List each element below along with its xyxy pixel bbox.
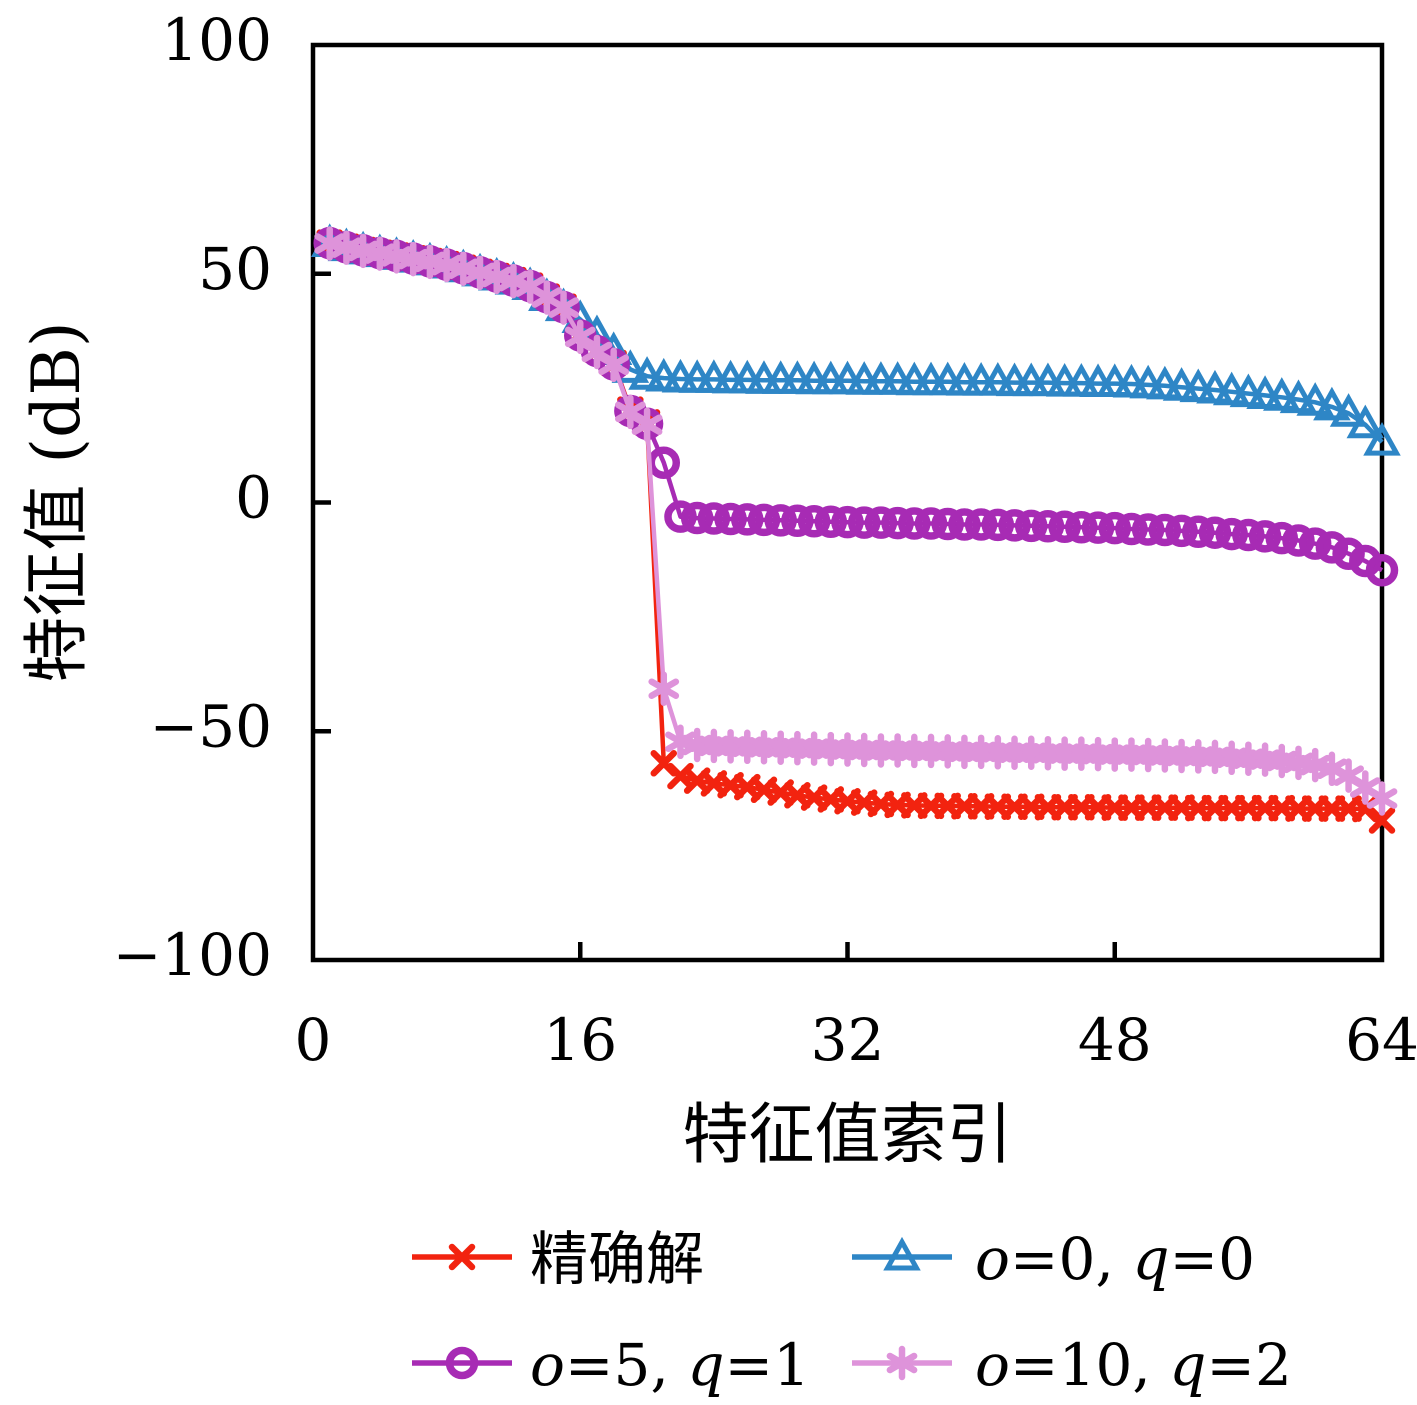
asterisk-marker <box>548 290 579 325</box>
y-tick-label: 0 <box>235 464 272 532</box>
triangle-marker <box>1346 404 1385 439</box>
triangle-marker <box>1296 382 1334 416</box>
asterisk-marker <box>498 263 529 299</box>
legend-label: o=5, q=1 <box>530 1331 810 1399</box>
triangle-marker <box>628 356 666 390</box>
circle-marker <box>1115 512 1148 546</box>
circle-marker <box>1365 553 1399 587</box>
circle-marker <box>1131 513 1165 546</box>
triangle-marker <box>1229 373 1268 408</box>
triangle-marker <box>1263 377 1301 411</box>
circle-marker <box>1098 511 1131 545</box>
circle-marker <box>1081 511 1115 544</box>
asterisk-marker <box>481 259 513 295</box>
y-axis-title: 特征值 (dB) <box>18 321 95 682</box>
asterisk-marker <box>631 407 663 442</box>
legend-entry-3: o=10, q=2 <box>852 1331 1292 1399</box>
x-tick-label: 64 <box>1345 1006 1417 1074</box>
circle-marker <box>781 504 814 538</box>
asterisk-marker <box>464 255 496 291</box>
circle-marker <box>814 505 848 538</box>
triangle-marker <box>1196 369 1234 404</box>
triangle-marker <box>1146 365 1184 400</box>
circle-marker <box>1048 510 1081 543</box>
circle-marker <box>664 500 697 533</box>
circle-marker <box>445 1346 479 1380</box>
x-tick-label: 32 <box>811 1006 885 1074</box>
circle-marker <box>931 507 964 541</box>
x-axis-title: 特征值索引 <box>683 1096 1013 1173</box>
circle-marker <box>914 507 948 540</box>
circle-marker <box>1031 510 1065 543</box>
circle-marker <box>697 502 731 535</box>
plot-box <box>310 42 1385 963</box>
circle-marker <box>1148 513 1182 547</box>
circle-marker <box>964 508 998 541</box>
circle-marker <box>1248 520 1282 553</box>
x-tick-label: 16 <box>543 1006 617 1074</box>
asterisk-marker <box>598 347 630 383</box>
asterisk-marker <box>1366 781 1398 816</box>
series-3 <box>314 226 1398 816</box>
circle-marker <box>1298 527 1332 560</box>
x-marker <box>448 1243 476 1271</box>
circle-marker <box>1282 524 1315 557</box>
legend-entry-2: o=5, q=1 <box>412 1331 810 1399</box>
triangle-marker <box>1212 371 1251 406</box>
asterisk-marker <box>648 671 680 706</box>
circle-marker <box>1232 518 1265 552</box>
legend-label: o=10, q=2 <box>975 1331 1292 1399</box>
circle-marker <box>1014 509 1048 543</box>
circle-marker <box>714 502 747 536</box>
circle-marker <box>1182 515 1215 549</box>
y-tick-label: 50 <box>198 235 272 303</box>
circle-marker <box>1065 510 1098 544</box>
legend-label: o=0, q=0 <box>975 1225 1255 1293</box>
triangle-marker <box>1329 393 1368 427</box>
asterisk-marker <box>886 1345 918 1381</box>
circle-marker <box>797 505 831 538</box>
asterisk-marker <box>447 251 479 286</box>
circle-marker <box>1165 514 1198 548</box>
asterisk-marker <box>564 319 596 355</box>
triangle-marker <box>1313 386 1351 421</box>
circle-marker <box>981 508 1015 542</box>
legend-entry-0: 精确解 <box>412 1225 704 1293</box>
x-tick-label: 48 <box>1078 1006 1152 1074</box>
y-tick-label: −50 <box>150 692 272 760</box>
legend-label: 精确解 <box>530 1225 704 1293</box>
circle-marker <box>747 503 781 537</box>
circle-marker <box>1332 537 1365 570</box>
circle-marker <box>898 507 931 540</box>
legend-entry-1: o=0, q=0 <box>852 1225 1255 1293</box>
circle-marker <box>847 506 881 539</box>
triangle-marker <box>1162 367 1201 401</box>
circle-marker <box>998 509 1031 542</box>
circle-marker <box>948 508 981 541</box>
circle-marker <box>1198 516 1232 549</box>
circle-marker <box>1215 517 1248 551</box>
triangle-marker <box>1363 421 1401 456</box>
circle-marker <box>1315 531 1349 564</box>
triangle-marker <box>883 1236 921 1271</box>
y-tick-label: 100 <box>161 6 272 74</box>
circle-marker <box>680 501 714 535</box>
asterisk-marker <box>314 226 346 261</box>
triangle-marker <box>1279 379 1318 414</box>
circle-marker <box>881 506 914 540</box>
circle-marker <box>1265 521 1299 555</box>
triangle-marker <box>1179 368 1218 403</box>
circle-marker <box>731 503 764 536</box>
circle-marker <box>864 506 898 539</box>
circle-marker <box>764 504 797 537</box>
triangle-marker <box>1246 375 1284 409</box>
x-marker <box>1368 807 1396 834</box>
y-tick-label: −100 <box>113 921 272 989</box>
x-tick-label: 0 <box>295 1006 332 1074</box>
circle-marker <box>831 505 864 539</box>
